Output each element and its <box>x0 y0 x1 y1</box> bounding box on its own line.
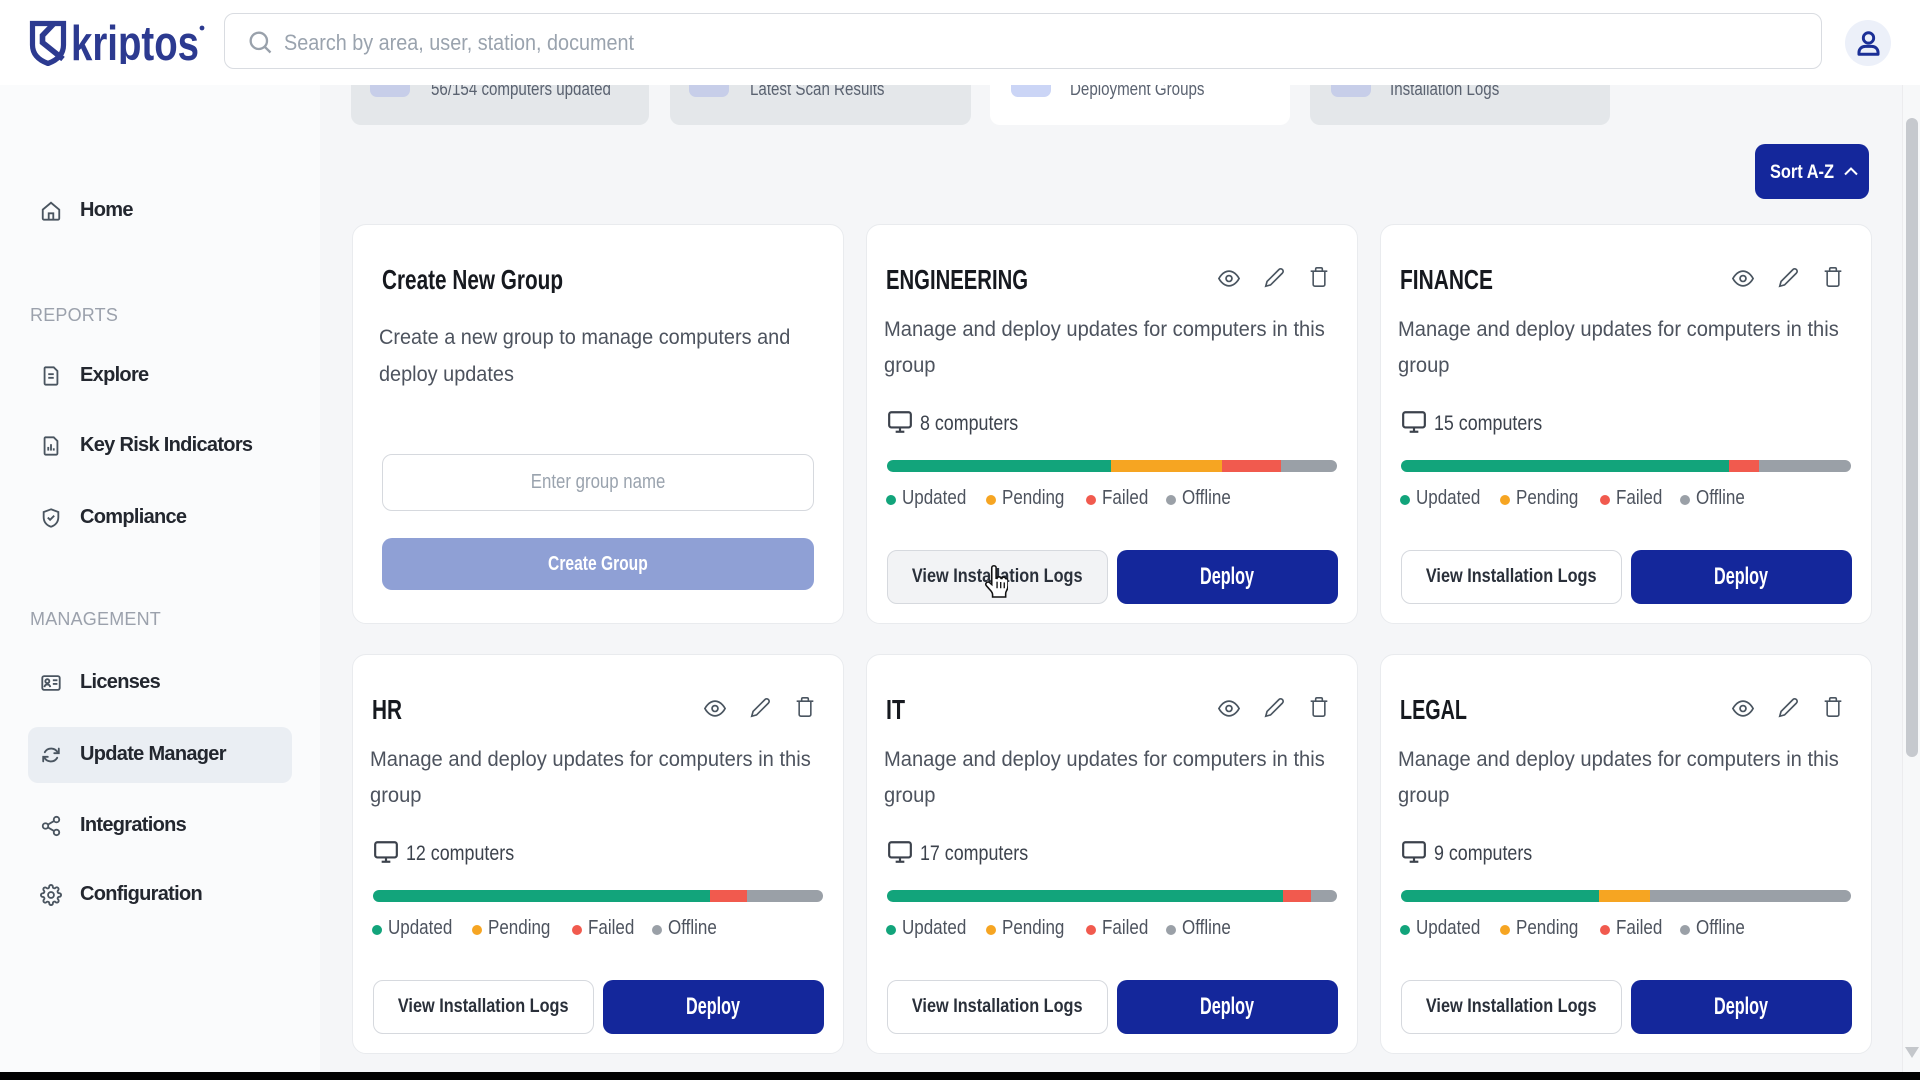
svg-text:LEGAL: LEGAL <box>1400 695 1467 723</box>
svg-text:FINANCE: FINANCE <box>1400 265 1493 293</box>
svg-text:Create New Group: Create New Group <box>382 265 563 293</box>
svg-text:IT: IT <box>886 695 905 723</box>
svg-text:HR: HR <box>372 695 402 723</box>
svg-text:kriptos: kriptos <box>71 17 199 64</box>
svg-text:ENGINEERING: ENGINEERING <box>886 265 1028 293</box>
